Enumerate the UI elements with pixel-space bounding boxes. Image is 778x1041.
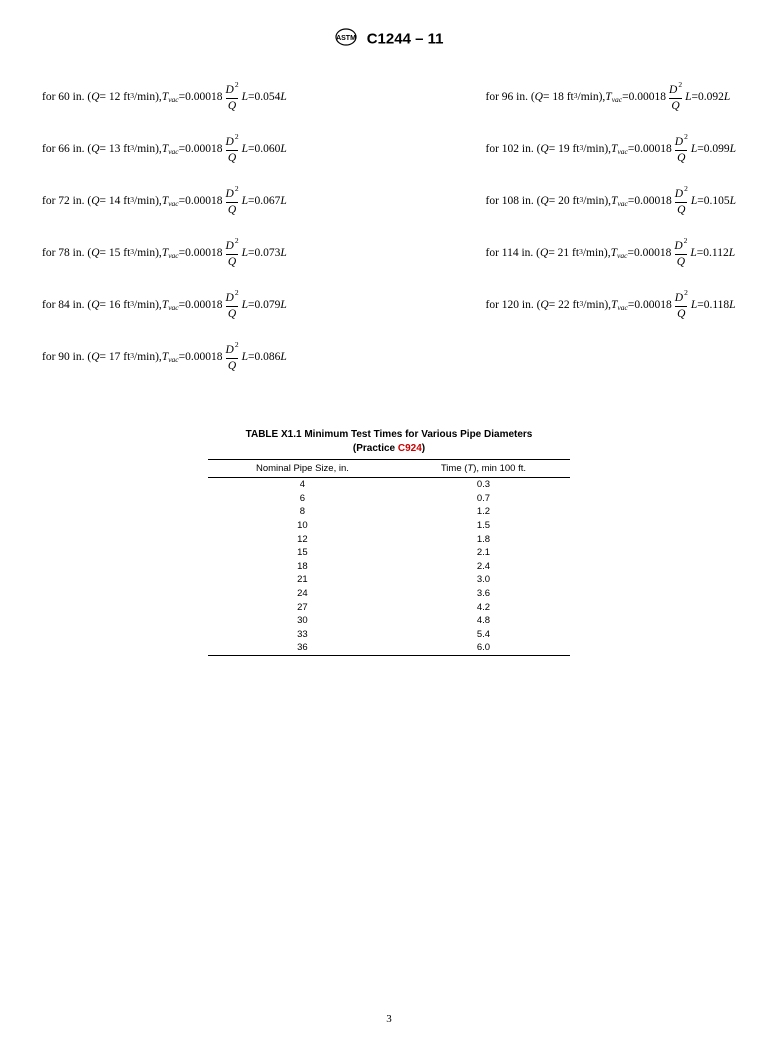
cell-time: 3.6 xyxy=(397,587,570,601)
cell-time: 4.8 xyxy=(397,614,570,628)
col-header-size: Nominal Pipe Size, in. xyxy=(208,460,397,478)
table-row: 40.3 xyxy=(208,478,570,492)
table-row: 213.0 xyxy=(208,573,570,587)
formula-columns: for 60 in. (Q = 12 ft3/min), Tvac = 0.00… xyxy=(42,72,736,384)
table-row: 152.1 xyxy=(208,546,570,560)
cell-size: 21 xyxy=(208,573,397,587)
formula-row: for 84 in. (Q = 16 ft3/min), Tvac = 0.00… xyxy=(42,280,287,332)
formula-row: for 114 in. (Q = 21 ft3/min), Tvac = 0.0… xyxy=(485,228,736,280)
table-title-line2-prefix: (Practice xyxy=(353,443,398,454)
formula-column-left: for 60 in. (Q = 12 ft3/min), Tvac = 0.00… xyxy=(42,72,287,384)
cell-size: 15 xyxy=(208,546,397,560)
cell-time: 1.2 xyxy=(397,505,570,519)
astm-logo: ASTM xyxy=(335,28,357,50)
table-title-line1: TABLE X1.1 Minimum Test Times for Variou… xyxy=(246,429,533,440)
table-row: 366.0 xyxy=(208,641,570,655)
formula-row: for 120 in. (Q = 22 ft3/min), Tvac = 0.0… xyxy=(485,280,736,332)
cell-size: 27 xyxy=(208,600,397,614)
cell-size: 24 xyxy=(208,587,397,601)
formula-row: for 66 in. (Q = 13 ft3/min), Tvac = 0.00… xyxy=(42,124,287,176)
table-row: 121.8 xyxy=(208,532,570,546)
table-title: TABLE X1.1 Minimum Test Times for Variou… xyxy=(208,428,570,455)
table-row: 182.4 xyxy=(208,560,570,574)
cell-size: 18 xyxy=(208,560,397,574)
table-row: 101.5 xyxy=(208,519,570,533)
page-number: 3 xyxy=(0,1013,778,1025)
cell-size: 10 xyxy=(208,519,397,533)
cell-size: 8 xyxy=(208,505,397,519)
table-row: 243.6 xyxy=(208,587,570,601)
formula-row: for 78 in. (Q = 15 ft3/min), Tvac = 0.00… xyxy=(42,228,287,280)
formula-row: for 102 in. (Q = 19 ft3/min), Tvac = 0.0… xyxy=(485,124,736,176)
col-header-time: Time (T), min 100 ft. xyxy=(397,460,570,478)
cell-size: 6 xyxy=(208,492,397,506)
cell-time: 5.4 xyxy=(397,628,570,642)
formula-row: for 72 in. (Q = 14 ft3/min), Tvac = 0.00… xyxy=(42,176,287,228)
page-header: ASTM C1244 – 11 xyxy=(42,28,736,50)
formula-row: for 108 in. (Q = 20 ft3/min), Tvac = 0.0… xyxy=(485,176,736,228)
cell-time: 4.2 xyxy=(397,600,570,614)
cell-time: 2.4 xyxy=(397,560,570,574)
formula-column-right: for 96 in. (Q = 18 ft3/min), Tvac = 0.00… xyxy=(485,72,736,384)
cell-size: 33 xyxy=(208,628,397,642)
table-row: 81.2 xyxy=(208,505,570,519)
cell-size: 36 xyxy=(208,641,397,655)
cell-time: 0.3 xyxy=(397,478,570,492)
cell-time: 2.1 xyxy=(397,546,570,560)
data-table: Nominal Pipe Size, in. Time (T), min 100… xyxy=(208,459,570,656)
formula-row: for 96 in. (Q = 18 ft3/min), Tvac = 0.00… xyxy=(485,72,736,124)
table-title-line2-suffix: ) xyxy=(422,443,425,454)
table-row: 274.2 xyxy=(208,600,570,614)
practice-link[interactable]: C924 xyxy=(398,443,422,454)
table-row: 335.4 xyxy=(208,628,570,642)
cell-size: 4 xyxy=(208,478,397,492)
table-row: 304.8 xyxy=(208,614,570,628)
cell-time: 6.0 xyxy=(397,641,570,655)
formula-row: for 60 in. (Q = 12 ft3/min), Tvac = 0.00… xyxy=(42,72,287,124)
cell-time: 0.7 xyxy=(397,492,570,506)
formula-row: for 90 in. (Q = 17 ft3/min), Tvac = 0.00… xyxy=(42,332,287,384)
page: ASTM C1244 – 11 for 60 in. (Q = 12 ft3/m… xyxy=(0,0,778,1041)
table-x1-1: TABLE X1.1 Minimum Test Times for Variou… xyxy=(208,428,570,656)
cell-size: 30 xyxy=(208,614,397,628)
cell-time: 1.5 xyxy=(397,519,570,533)
designation-text: C1244 – 11 xyxy=(367,31,444,48)
svg-text:ASTM: ASTM xyxy=(336,35,356,42)
cell-time: 1.8 xyxy=(397,532,570,546)
table-row: 60.7 xyxy=(208,492,570,506)
cell-time: 3.0 xyxy=(397,573,570,587)
cell-size: 12 xyxy=(208,532,397,546)
